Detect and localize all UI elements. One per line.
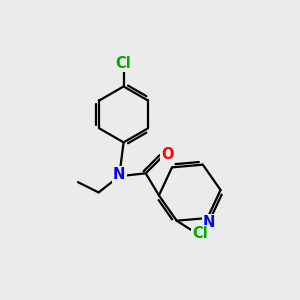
Text: Cl: Cl (116, 56, 131, 71)
Text: N: N (203, 215, 215, 230)
Text: Cl: Cl (192, 226, 208, 242)
Text: O: O (161, 147, 174, 162)
Text: N: N (113, 167, 125, 182)
